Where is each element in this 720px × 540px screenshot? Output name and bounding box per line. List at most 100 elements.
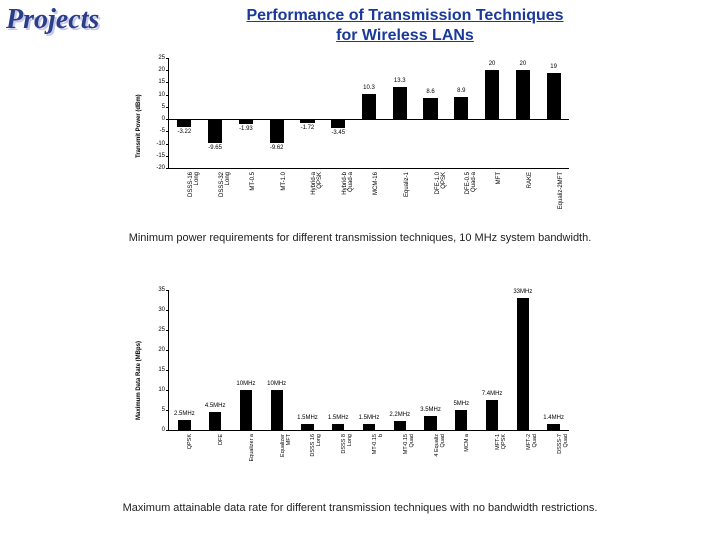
chart1-ylabel: Transmit Power (dBm) bbox=[136, 94, 142, 158]
chart2-bar bbox=[209, 412, 221, 430]
chart2-bar bbox=[240, 390, 252, 430]
chart1-category: MT-0.5 bbox=[250, 172, 256, 220]
chart1-category: Hybrid-a QPSK bbox=[311, 172, 323, 220]
chart1-value-label: 10.3 bbox=[356, 85, 382, 91]
chart2-value-label: 1.5MHz bbox=[293, 415, 321, 421]
chart2-ytick: 35 bbox=[158, 287, 165, 293]
chart2-value-label: 2.5MHz bbox=[170, 411, 198, 417]
page-title: Performance of Transmission Techniques f… bbox=[150, 6, 660, 46]
chart2-category: 4 Equaliz Quad bbox=[435, 434, 446, 482]
chart2-category: Equalizer MFT bbox=[281, 434, 292, 482]
chart2-bar bbox=[363, 424, 375, 430]
chart1-category: DSSS-32 Long bbox=[219, 172, 231, 220]
chart1-value-label: 13.3 bbox=[387, 78, 413, 84]
chart2-category: DFE bbox=[219, 434, 225, 482]
chart1-bar bbox=[239, 119, 253, 124]
chart2-value-label: 1.4MHz bbox=[539, 415, 567, 421]
chart2-bar bbox=[517, 298, 529, 430]
chart1-ytick: 15 bbox=[158, 79, 165, 85]
chart1-ytick: -10 bbox=[156, 141, 165, 147]
chart1-category: RAKE bbox=[527, 172, 533, 220]
chart1-value-label: -9.62 bbox=[264, 145, 290, 151]
chart2-category: DSSS 16 Long bbox=[311, 434, 322, 482]
chart2-value-label: 4.5MHz bbox=[201, 403, 229, 409]
chart2-value-label: 5MHz bbox=[447, 401, 475, 407]
chart1-bar bbox=[331, 119, 345, 127]
chart1-bar bbox=[177, 119, 191, 127]
chart2-bar bbox=[424, 416, 436, 430]
chart1-bar bbox=[300, 119, 314, 123]
chart1-bar bbox=[208, 119, 222, 143]
chart1-bar bbox=[423, 98, 437, 119]
chart2-category: DSSS 8 Long bbox=[342, 434, 353, 482]
chart2-value-label: 3.5MHz bbox=[416, 407, 444, 413]
chart1-ytick: -5 bbox=[160, 128, 165, 134]
chart2-category: DSSS-7 Quad bbox=[558, 434, 569, 482]
chart1-ytick: 0 bbox=[162, 116, 165, 122]
chart2-ytick: 25 bbox=[158, 327, 165, 333]
chart2-value-label: 10MHz bbox=[263, 381, 291, 387]
chart2-category: MT-0.15 Quad bbox=[404, 434, 415, 482]
chart2-value-label: 2.2MHz bbox=[386, 412, 414, 418]
chart1-ytick: 25 bbox=[158, 55, 165, 61]
chart1-bar bbox=[393, 87, 407, 120]
chart2-bar bbox=[271, 390, 283, 430]
chart1-bar bbox=[362, 94, 376, 119]
chart1-value-label: 20 bbox=[510, 61, 536, 67]
chart2-value-label: 33MHz bbox=[509, 289, 537, 295]
chart1-ytick: 5 bbox=[162, 104, 165, 110]
caption-2: Maximum attainable data rate for differe… bbox=[20, 502, 700, 514]
chart2-bar bbox=[394, 421, 406, 430]
chart2-bar bbox=[547, 424, 559, 430]
chart2-category: MFT-2 Quad bbox=[527, 434, 538, 482]
chart1-ytick: 20 bbox=[158, 67, 165, 73]
chart1-value-label: 8.9 bbox=[448, 88, 474, 94]
chart2-ytick: 15 bbox=[158, 367, 165, 373]
chart1-bar bbox=[270, 119, 284, 143]
chart2-value-label: 10MHz bbox=[232, 381, 260, 387]
chart2-ytick: 20 bbox=[158, 347, 165, 353]
chart2-category: Equalizer a bbox=[250, 434, 256, 482]
chart1-category: DFE-1.0 QPSK bbox=[435, 172, 447, 220]
chart2-ytick: 30 bbox=[158, 307, 165, 313]
chart1-value-label: -1.93 bbox=[233, 126, 259, 132]
chart2-category: MCM a bbox=[465, 434, 471, 482]
chart1-bar bbox=[454, 97, 468, 119]
chart1-category: Equaliz-1 bbox=[404, 172, 410, 220]
chart1-category: Hybrid-b Quad-a bbox=[342, 172, 354, 220]
chart1-bar bbox=[485, 70, 499, 119]
chart2-bar bbox=[178, 420, 190, 430]
chart2-value-label: 1.5MHz bbox=[324, 415, 352, 421]
chart2-value-label: 7.4MHz bbox=[478, 391, 506, 397]
chart1-value-label: -3.22 bbox=[171, 129, 197, 135]
chart2-ytick: 5 bbox=[162, 407, 165, 413]
chart2-bar bbox=[455, 410, 467, 430]
caption-1: Minimum power requirements for different… bbox=[20, 232, 700, 244]
chart1-category: MFT bbox=[496, 172, 502, 220]
chart1-bar bbox=[516, 70, 530, 119]
chart2-bar bbox=[301, 424, 313, 430]
chart1-value-label: -1.72 bbox=[294, 125, 320, 131]
chart2-bar bbox=[332, 424, 344, 430]
chart2-category: MFT-1 QPSK bbox=[496, 434, 507, 482]
chart-max-rate: Maximum Data Rate (MBps) 051015202530352… bbox=[140, 290, 580, 485]
chart1-bar bbox=[547, 73, 561, 119]
chart-min-power: Transmit Power (dBm) -20-15-10-505101520… bbox=[140, 58, 580, 218]
chart2-ytick: 10 bbox=[158, 387, 165, 393]
chart1-value-label: -3.45 bbox=[325, 130, 351, 136]
chart2-category: QPSK bbox=[188, 434, 194, 482]
chart1-value-label: 8.6 bbox=[417, 89, 443, 95]
chart2-bar bbox=[486, 400, 498, 430]
chart2-ylabel: Maximum Data Rate (MBps) bbox=[136, 341, 142, 420]
chart1-ytick: -15 bbox=[156, 153, 165, 159]
chart1-category: DSSS-16 Long bbox=[188, 172, 200, 220]
chart1-category: MCM-16 bbox=[373, 172, 379, 220]
chart1-ytick: -20 bbox=[156, 165, 165, 171]
chart1-value-label: -9.65 bbox=[202, 145, 228, 151]
chart2-category: MT-0.15 b bbox=[373, 434, 384, 482]
chart2-ytick: 0 bbox=[162, 427, 165, 433]
chart1-value-label: 20 bbox=[479, 61, 505, 67]
chart1-category: DFE-0.5 Quad-a bbox=[465, 172, 477, 220]
chart1-category: MT-1.0 bbox=[281, 172, 287, 220]
projects-logo: Projects bbox=[6, 4, 99, 36]
